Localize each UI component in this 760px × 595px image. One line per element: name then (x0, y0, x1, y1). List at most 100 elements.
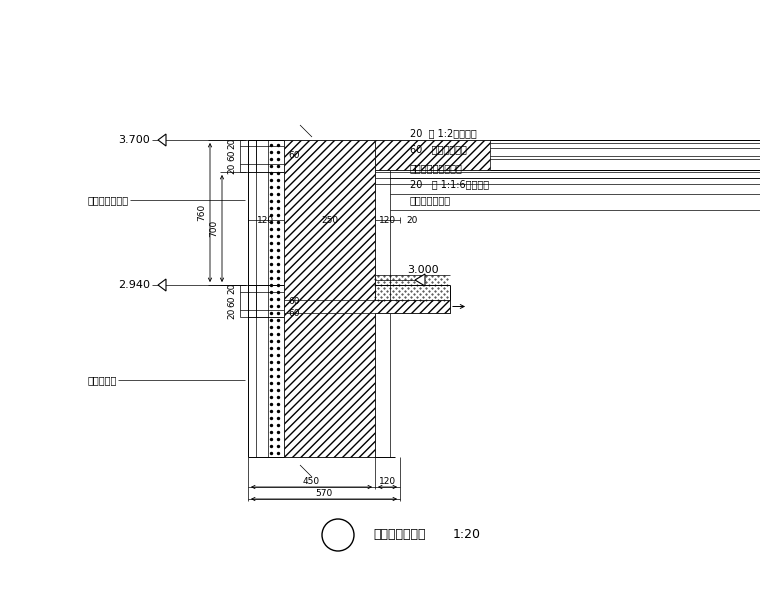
Text: 60: 60 (288, 296, 299, 305)
Circle shape (277, 305, 280, 308)
Text: 乳白色外墙面砖: 乳白色外墙面砖 (88, 195, 129, 205)
Circle shape (271, 249, 273, 252)
Circle shape (277, 186, 280, 189)
Text: 60   厚炉渣混凝土: 60 厚炉渣混凝土 (410, 144, 467, 154)
Circle shape (277, 396, 280, 399)
Circle shape (277, 180, 280, 181)
Circle shape (271, 201, 273, 202)
Circle shape (271, 158, 273, 161)
Circle shape (277, 284, 280, 287)
Bar (284, 140, 375, 457)
Text: 20: 20 (407, 215, 418, 224)
Circle shape (271, 193, 273, 196)
Circle shape (271, 145, 273, 146)
Circle shape (277, 193, 280, 196)
Text: 120: 120 (379, 215, 396, 224)
Circle shape (277, 256, 280, 258)
Text: 60: 60 (288, 151, 299, 159)
Text: 250: 250 (321, 215, 338, 224)
Circle shape (277, 390, 280, 392)
Circle shape (271, 368, 273, 371)
Circle shape (277, 152, 280, 154)
Circle shape (277, 368, 280, 371)
Circle shape (271, 271, 273, 273)
Text: 760: 760 (197, 204, 206, 221)
Circle shape (271, 424, 273, 427)
Circle shape (271, 312, 273, 315)
Circle shape (277, 264, 280, 265)
Circle shape (271, 215, 273, 217)
Text: 60: 60 (288, 309, 299, 318)
Circle shape (277, 236, 280, 237)
Circle shape (277, 158, 280, 161)
Circle shape (271, 453, 273, 455)
Circle shape (271, 236, 273, 237)
Text: 20: 20 (227, 308, 236, 319)
Circle shape (277, 424, 280, 427)
Circle shape (271, 243, 273, 245)
Circle shape (271, 305, 273, 308)
Circle shape (271, 264, 273, 265)
Text: 20   厚 1:1:6混合砂浆: 20 厚 1:1:6混合砂浆 (410, 179, 489, 189)
Text: 20: 20 (227, 283, 236, 294)
Circle shape (277, 299, 280, 300)
Circle shape (271, 284, 273, 287)
Circle shape (277, 249, 280, 252)
Circle shape (271, 411, 273, 412)
Text: 20: 20 (227, 162, 236, 174)
Circle shape (277, 355, 280, 356)
Text: 1:20: 1:20 (453, 528, 481, 541)
Circle shape (271, 165, 273, 168)
Circle shape (271, 403, 273, 406)
Circle shape (277, 334, 280, 336)
Circle shape (277, 327, 280, 328)
Circle shape (271, 180, 273, 181)
Circle shape (271, 375, 273, 377)
Circle shape (271, 340, 273, 343)
Circle shape (277, 312, 280, 315)
Circle shape (271, 152, 273, 154)
Circle shape (277, 453, 280, 455)
Text: 60: 60 (227, 295, 236, 307)
Circle shape (277, 418, 280, 419)
Circle shape (277, 165, 280, 168)
Circle shape (277, 215, 280, 217)
Text: 60: 60 (227, 149, 236, 161)
Text: 120: 120 (258, 215, 274, 224)
Circle shape (277, 411, 280, 412)
Circle shape (277, 375, 280, 377)
Circle shape (277, 228, 280, 230)
Circle shape (271, 327, 273, 328)
Text: 3.700: 3.700 (119, 135, 150, 145)
Circle shape (271, 362, 273, 364)
Circle shape (271, 208, 273, 209)
Circle shape (271, 299, 273, 300)
Circle shape (277, 383, 280, 384)
Circle shape (277, 201, 280, 202)
Circle shape (271, 355, 273, 356)
Circle shape (277, 221, 280, 224)
Circle shape (271, 221, 273, 224)
Text: 120: 120 (379, 478, 396, 487)
Bar (284, 300, 450, 313)
Circle shape (277, 271, 280, 273)
Circle shape (277, 431, 280, 434)
Circle shape (271, 334, 273, 336)
Text: 20: 20 (227, 137, 236, 149)
Text: 现浇钢筋混凝土楼板: 现浇钢筋混凝土楼板 (410, 163, 463, 173)
Polygon shape (158, 279, 166, 291)
Polygon shape (415, 274, 425, 286)
Text: 2.940: 2.940 (118, 280, 150, 290)
Circle shape (277, 243, 280, 245)
Circle shape (277, 277, 280, 280)
Polygon shape (158, 134, 166, 146)
Bar (375, 140, 490, 170)
Text: 刷白色涂料: 刷白色涂料 (88, 375, 117, 385)
Circle shape (271, 320, 273, 321)
Text: 山墙一层顶线角: 山墙一层顶线角 (373, 528, 426, 541)
Circle shape (277, 173, 280, 174)
Circle shape (271, 383, 273, 384)
Circle shape (277, 292, 280, 293)
Text: 450: 450 (303, 478, 320, 487)
Circle shape (271, 347, 273, 349)
